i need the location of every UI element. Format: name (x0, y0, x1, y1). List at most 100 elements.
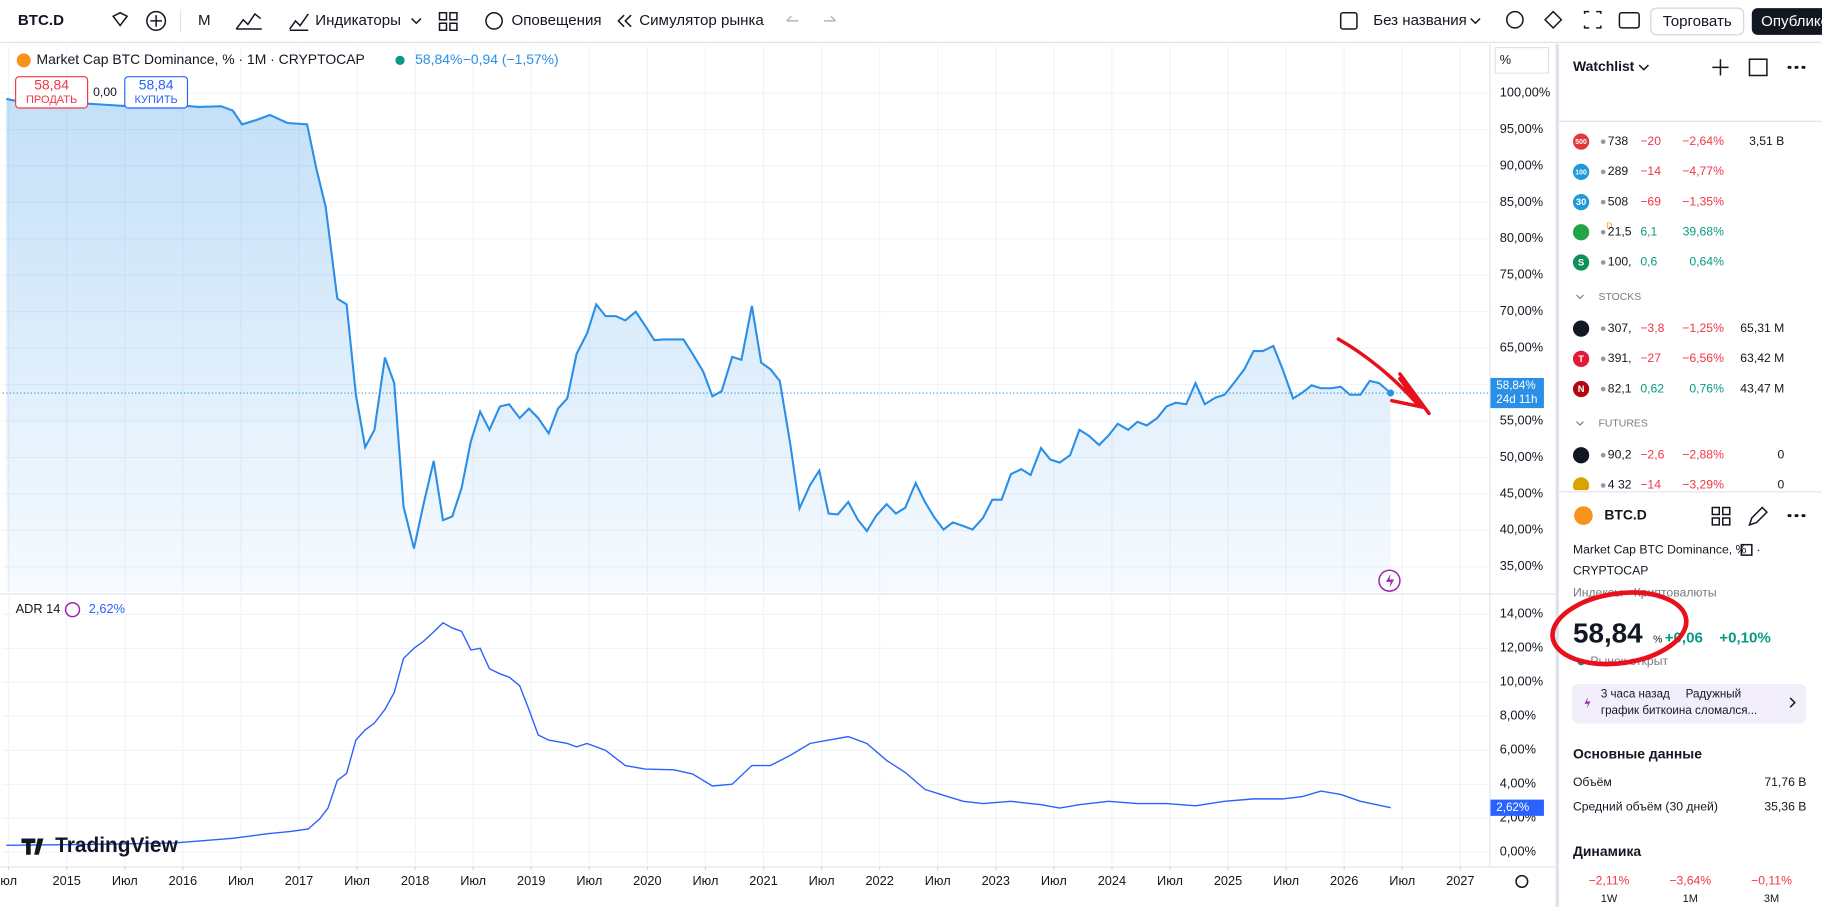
alerts-icon[interactable] (485, 12, 503, 30)
trade-button[interactable] (1650, 7, 1745, 36)
chart-type[interactable] (235, 12, 262, 30)
line (6, 97, 1392, 549)
last-price[interactable]: 738 (1608, 134, 1629, 148)
watchlist: Watchlist ИнПоИзИзм. вОбъёмГ500738−20−2,… (1559, 58, 1822, 493)
last-price[interactable]: 4 32 (1608, 478, 1632, 492)
indicators-menu[interactable] (411, 18, 422, 25)
layout-menu[interactable] (1470, 18, 1481, 25)
cell-mask (1670, 445, 1680, 465)
buy-label[interactable]: КУПИТЬ (134, 94, 177, 106)
section-label[interactable]: FUTURES (1599, 419, 1648, 430)
last-price[interactable]: 307, (1608, 321, 1632, 335)
trade-label[interactable]: Торговать (1663, 13, 1732, 30)
change[interactable]: −2,6 (1640, 447, 1664, 461)
settings[interactable] (1544, 10, 1563, 29)
change[interactable]: 0,6 (1640, 255, 1657, 269)
change[interactable]: −20 (1640, 134, 1661, 148)
news-card[interactable] (1571, 684, 1807, 724)
add-to-watchlist[interactable] (1712, 59, 1729, 76)
volume[interactable]: 43,47 M (1740, 381, 1784, 395)
volume[interactable]: 0 (1778, 447, 1785, 461)
area (6, 98, 1391, 593)
change[interactable]: −14 (1640, 164, 1661, 178)
scale-button-label[interactable]: % (1500, 52, 1511, 67)
sell-label[interactable]: ПРОДАТЬ (26, 94, 77, 106)
quick-search[interactable] (1506, 10, 1524, 29)
cell-mask (1670, 192, 1680, 212)
section-toggle[interactable] (1576, 421, 1584, 426)
news-time[interactable]: 3 часа назад (1601, 688, 1670, 701)
change-pct[interactable]: 0,64% (1689, 255, 1724, 269)
last-price[interactable]: 391, (1608, 351, 1632, 365)
change[interactable]: −14 (1640, 478, 1661, 492)
change[interactable]: −3,8 (1640, 321, 1664, 335)
layout-name[interactable]: Без названия (1373, 12, 1467, 29)
news-text-1[interactable]: Радужный (1686, 688, 1742, 701)
watchlist-layout[interactable] (1748, 58, 1768, 77)
change-pct[interactable]: −2,88% (1682, 447, 1724, 461)
scale-button[interactable] (1494, 47, 1550, 74)
news-text-2[interactable]: график биткоина сломался... (1601, 704, 1757, 717)
change-pct[interactable]: −1,25% (1682, 321, 1724, 335)
volume[interactable]: 65,31 M (1740, 321, 1784, 335)
news-open[interactable] (1789, 697, 1796, 708)
adr-legend-title: ADR 14 (16, 601, 61, 616)
publish-button[interactable] (1751, 8, 1822, 35)
details-layout[interactable] (1711, 506, 1731, 526)
add-symbol[interactable] (146, 10, 167, 31)
sell-price[interactable]: 58,84 (34, 77, 69, 93)
change-pct[interactable]: 39,68% (1683, 224, 1724, 238)
status-dot (1600, 386, 1606, 392)
logo-text: TradingView (55, 834, 178, 857)
interval[interactable]: M (198, 12, 211, 29)
indicators-icon[interactable] (289, 13, 309, 31)
volume[interactable]: 0 (1778, 478, 1785, 492)
publish-label[interactable]: Опублико (1761, 13, 1822, 30)
external-link[interactable] (1740, 543, 1753, 556)
fullscreen[interactable] (1583, 10, 1602, 29)
last-price[interactable]: 90,2 (1608, 447, 1632, 461)
change[interactable]: −69 (1640, 194, 1661, 208)
sell-button[interactable] (15, 76, 89, 109)
alerts[interactable]: Оповещения (512, 12, 602, 29)
change-pct[interactable]: −3,29% (1682, 478, 1724, 492)
last-price[interactable]: 289 (1608, 164, 1629, 178)
volume[interactable]: 3,51 B (1749, 134, 1784, 148)
details-unit: % (1653, 635, 1662, 646)
buy-price[interactable]: 58,84 (139, 77, 174, 93)
templates[interactable] (438, 12, 458, 31)
axis-settings[interactable] (1515, 874, 1529, 889)
change[interactable]: 6,1 (1640, 224, 1657, 238)
change-pct[interactable]: −4,77% (1682, 164, 1724, 178)
change[interactable]: 0,62 (1640, 381, 1664, 395)
symbol-icon[interactable] (112, 11, 129, 27)
last-price[interactable]: 100, (1608, 255, 1632, 269)
last-price[interactable]: 21,5 (1608, 224, 1632, 238)
replay-icon[interactable] (617, 14, 632, 28)
section-label[interactable]: STOCKS (1599, 292, 1642, 303)
buy-button[interactable] (124, 76, 189, 109)
layout-icon[interactable] (1339, 12, 1358, 30)
change-pct[interactable]: −6,56% (1682, 351, 1724, 365)
replay[interactable]: Симулятор рынка (639, 12, 764, 29)
last-price[interactable]: 82,1 (1608, 381, 1632, 395)
volume[interactable]: 63,42 M (1740, 351, 1784, 365)
redo[interactable] (823, 15, 837, 22)
watchlist-title[interactable]: Watchlist (1573, 58, 1635, 74)
details-edit[interactable] (1748, 506, 1768, 527)
indicators[interactable]: Индикаторы (315, 12, 401, 29)
snapshot[interactable] (1618, 12, 1640, 29)
undo[interactable] (786, 15, 799, 22)
symbol-icon (1572, 447, 1590, 464)
x-tick-label: 2019 (517, 873, 545, 888)
y-tick-label: 85,00% (1500, 194, 1543, 209)
change[interactable]: −27 (1640, 351, 1661, 365)
price-tag-label: 2,62% (1496, 801, 1529, 814)
section-toggle[interactable] (1576, 294, 1584, 300)
change-pct[interactable]: 0,76% (1689, 381, 1724, 395)
last-price[interactable]: 508 (1608, 194, 1629, 208)
change-pct[interactable]: −1,35% (1682, 194, 1724, 208)
watchlist-menu[interactable] (1638, 64, 1649, 71)
change-pct[interactable]: −2,64% (1682, 134, 1724, 148)
symbol-search[interactable]: BTC.D (18, 12, 64, 29)
